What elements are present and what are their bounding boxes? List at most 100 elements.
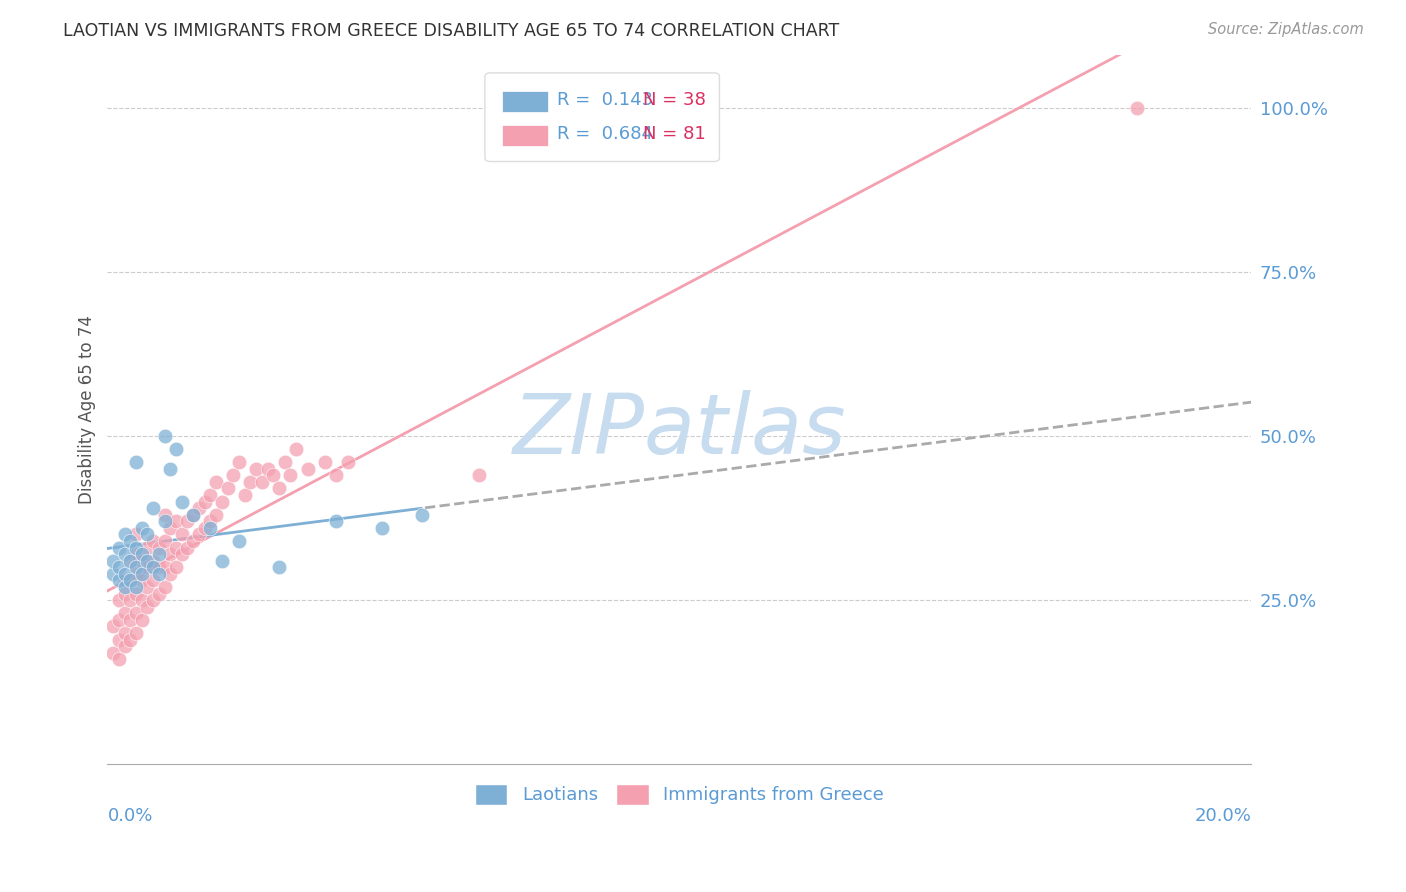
Point — [170, 494, 193, 508]
Point — [176, 514, 198, 528]
Point — [101, 619, 124, 633]
Point — [153, 508, 176, 522]
Text: ZIPatlas: ZIPatlas — [513, 391, 846, 472]
Point — [200, 514, 222, 528]
Point — [411, 508, 433, 522]
Point — [108, 613, 131, 627]
Point — [267, 482, 290, 496]
Point — [120, 593, 142, 607]
Point — [153, 429, 176, 443]
Point — [181, 508, 204, 522]
Point — [205, 508, 228, 522]
Point — [148, 541, 170, 555]
Point — [297, 462, 319, 476]
Point — [267, 560, 290, 574]
Point — [159, 566, 181, 581]
Point — [131, 547, 153, 561]
Point — [131, 554, 153, 568]
Point — [325, 468, 347, 483]
Text: N = 38: N = 38 — [643, 91, 706, 109]
Point — [125, 607, 148, 621]
Point — [159, 547, 181, 561]
Point — [131, 521, 153, 535]
Point — [165, 514, 187, 528]
Point — [136, 599, 159, 614]
Point — [245, 462, 267, 476]
Point — [273, 455, 295, 469]
Point — [153, 580, 176, 594]
Point — [228, 534, 250, 549]
Point — [114, 586, 136, 600]
Point — [114, 639, 136, 653]
Point — [125, 455, 148, 469]
Point — [165, 560, 187, 574]
Point — [114, 626, 136, 640]
Point — [136, 580, 159, 594]
Point — [114, 566, 136, 581]
Point — [120, 632, 142, 647]
Legend: Laotians, Immigrants from Greece: Laotians, Immigrants from Greece — [468, 777, 891, 812]
Text: R =  0.684: R = 0.684 — [557, 125, 652, 143]
Point — [125, 580, 148, 594]
Point — [108, 560, 131, 574]
Point — [108, 541, 131, 555]
Point — [153, 514, 176, 528]
Point — [131, 574, 153, 588]
Point — [262, 468, 284, 483]
Point — [285, 442, 308, 456]
Point — [256, 462, 278, 476]
Point — [336, 455, 359, 469]
Point — [371, 521, 394, 535]
Point — [211, 554, 233, 568]
Point — [159, 462, 181, 476]
Point — [211, 494, 233, 508]
FancyBboxPatch shape — [502, 91, 548, 112]
Point — [114, 547, 136, 561]
Point — [114, 574, 136, 588]
Point — [153, 534, 176, 549]
Point — [142, 534, 165, 549]
Point — [131, 613, 153, 627]
Point — [136, 560, 159, 574]
Point — [250, 475, 273, 489]
Point — [228, 455, 250, 469]
Point — [108, 574, 131, 588]
Point — [120, 574, 142, 588]
Point — [120, 534, 142, 549]
Point — [148, 547, 170, 561]
Point — [181, 508, 204, 522]
Point — [114, 607, 136, 621]
Point — [233, 488, 256, 502]
Point — [187, 501, 209, 516]
Point — [125, 547, 148, 561]
FancyBboxPatch shape — [485, 73, 720, 161]
Point — [187, 527, 209, 541]
Point — [217, 482, 239, 496]
Point — [131, 566, 153, 581]
Point — [125, 586, 148, 600]
Text: 0.0%: 0.0% — [107, 807, 153, 825]
Point — [194, 521, 217, 535]
Point — [120, 613, 142, 627]
Point — [159, 521, 181, 535]
Point — [142, 501, 165, 516]
Point — [148, 560, 170, 574]
Point — [325, 514, 347, 528]
Point — [200, 488, 222, 502]
Point — [131, 593, 153, 607]
Point — [165, 541, 187, 555]
Point — [125, 527, 148, 541]
Point — [114, 580, 136, 594]
Point — [120, 554, 142, 568]
Point — [142, 554, 165, 568]
Point — [108, 652, 131, 666]
Point — [101, 554, 124, 568]
Point — [181, 534, 204, 549]
Point — [200, 521, 222, 535]
Text: R =  0.143: R = 0.143 — [557, 91, 654, 109]
Point — [136, 541, 159, 555]
Point — [176, 541, 198, 555]
Point — [194, 494, 217, 508]
Point — [314, 455, 336, 469]
Text: 20.0%: 20.0% — [1195, 807, 1251, 825]
